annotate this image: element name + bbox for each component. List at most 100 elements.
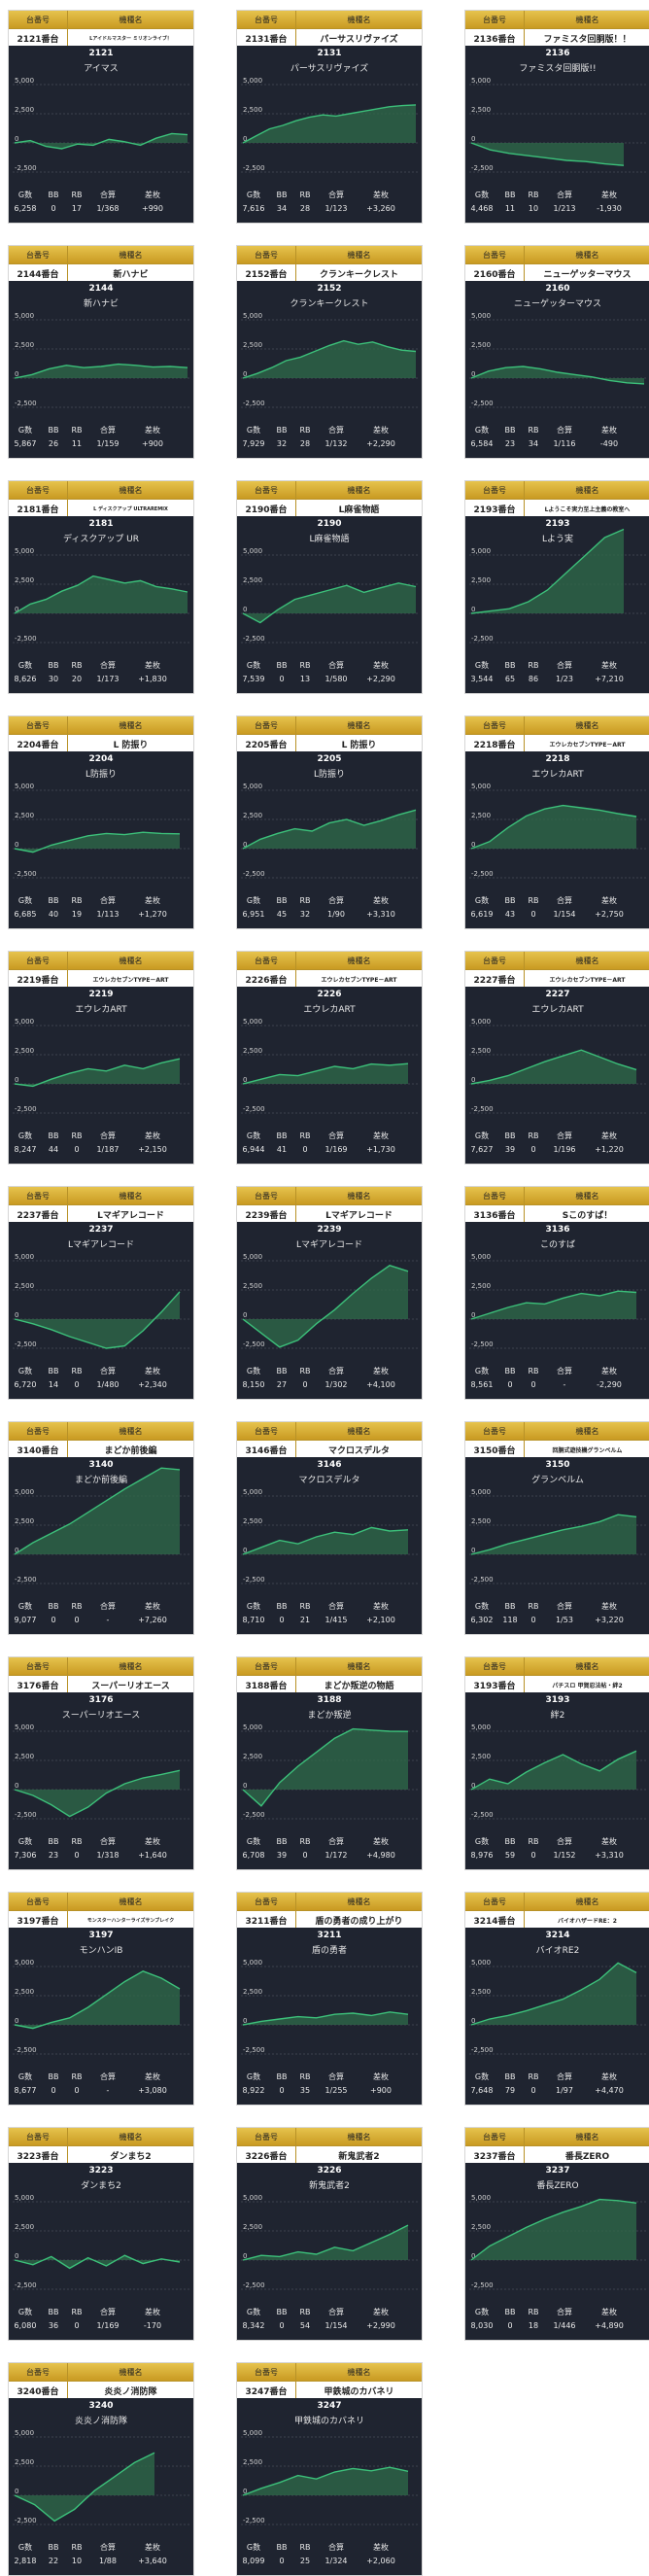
game-count-value: 8,099: [242, 2556, 265, 2565]
machine-card[interactable]: 台番号 機種名 2131番台 パーサスリヴァイズ 2131 パーサスリヴァイズ 5,000 2…: [236, 10, 423, 224]
header-label-row: 台番号 機種名: [465, 716, 649, 735]
bb-count-label: BB: [276, 190, 288, 199]
difference-label: 差枚: [601, 190, 617, 199]
machine-card[interactable]: 台番号 機種名 3214番台 バイオハザードRE：2 3214 バイオRE2 5,000 2,…: [464, 1892, 649, 2106]
machine-name: スーパーリオエース: [91, 1681, 170, 1691]
y-tick-label: 2,500: [471, 2223, 491, 2231]
graph-panel: 2219 エウレカART 5,000 2,500 0 -2,500 G数 BB RB 合算 差枚 8,…: [9, 987, 193, 1164]
stats-value-row: 6,619 43 0 1/154 +2,750: [465, 907, 649, 921]
machine-card[interactable]: 台番号 機種名 2181番台 L ディスクアップ ULTRAREMIX 2181 ディスク…: [8, 480, 194, 694]
difference-label: 差枚: [145, 190, 160, 199]
bb-count-value: 22: [48, 2556, 59, 2565]
bb-count-value: 0: [51, 203, 56, 213]
machine-card[interactable]: 台番号 機種名 2136番台 ファミスタ回胴版！！ 2136 ファミスタ回胴版!! 5,00…: [464, 10, 649, 224]
machine-card[interactable]: 台番号 機種名 2204番台 L 防振り 2204 L防振り 5,000 2,500 0 -2,5…: [8, 715, 194, 929]
machine-card[interactable]: 台番号 機種名 2190番台 L麻雀物語 2190 L麻雀物語 5,000 2,500 0 -2,…: [236, 480, 423, 694]
bb-count-label: BB: [276, 895, 288, 905]
y-tick-label: 5,000: [15, 1959, 34, 1967]
machine-card[interactable]: 台番号 機種名 2218番台 エウレカセブンTYPE－ART 2218 エウレカART 5,…: [464, 715, 649, 929]
rb-count-label: RB: [71, 2307, 83, 2316]
y-tick-label: 2,500: [243, 1753, 262, 1760]
graph-line: [242, 104, 417, 144]
stats-table: G数 BB RB 合算 差枚 6,708 39 0 1/172 +4,980: [237, 1834, 422, 1862]
machine-card[interactable]: 台番号 機種名 3247番台 甲鉄城のカバネリ 3247 甲鉄城のカバネリ 5,000 2,5…: [236, 2362, 423, 2576]
stats-value-row: 3,544 65 86 1/23 +7,210: [465, 672, 649, 685]
machine-header: 台番号 機種名 2227番台 エウレカセブンTYPE－ART: [465, 952, 649, 989]
bb-count-label: BB: [504, 1366, 516, 1375]
y-tick-label: 2,500: [243, 341, 262, 349]
machine-name-label: 機種名: [119, 956, 143, 965]
unit-number-label: 台番号: [9, 1657, 68, 1675]
rb-count-value: 10: [528, 203, 539, 213]
bb-count-label: BB: [276, 2542, 288, 2552]
difference-value: -490: [599, 438, 619, 448]
machine-card[interactable]: 台番号 機種名 3240番台 炎炎ノ消防隊 3240 炎炎ノ消防隊 5,000 2,500 0-…: [8, 2362, 194, 2576]
combined-rate-label: 合算: [100, 895, 116, 905]
unit-number: 2181番台: [9, 500, 68, 517]
combined-rate-label: 合算: [557, 1366, 572, 1375]
unit-number-label: 台番号: [9, 481, 68, 499]
machine-card[interactable]: 台番号 機種名 3211番台 盾の勇者の成り上がり 3211 盾の勇者 5,000 2,500…: [236, 1892, 423, 2106]
combined-rate-value: 1/302: [324, 1379, 348, 1389]
machine-card[interactable]: 台番号 機種名 3197番台 モンスターハンターライズサンブレイク 3197 モンハンIB…: [8, 1892, 194, 2106]
graph-machine-name: L防振り: [85, 770, 117, 780]
header-label-row: 台番号 機種名: [9, 1187, 193, 1205]
machine-card[interactable]: 台番号 機種名 3188番台 まどか叛逆の物語 3188 まどか叛逆 5,000 2,500 0…: [236, 1656, 423, 1870]
machine-card[interactable]: 台番号 機種名 2152番台 クランキークレスト 2152 クランキークレスト 5,000 2…: [236, 245, 423, 459]
rb-count-label: RB: [71, 1836, 83, 1846]
game-count-value: 6,302: [470, 1615, 494, 1624]
header-label-row: 台番号 機種名: [465, 1422, 649, 1441]
machine-card[interactable]: 台番号 機種名 3146番台 マクロスデルタ 3146 マクロスデルタ 5,000 2,500…: [236, 1421, 423, 1635]
machine-name: Sこのすば！: [562, 1210, 613, 1221]
machine-card[interactable]: 台番号 機種名 2237番台 Lマギアレコード 2237 Lマギアレコード 5,000 2,5…: [8, 1186, 194, 1400]
machine-card[interactable]: 台番号 機種名 3140番台 まどか前後編 3140 まどか前後編 5,000 2,500 0-…: [8, 1421, 194, 1635]
game-count-value: 6,951: [242, 909, 265, 919]
unit-number: 2190番台: [237, 500, 296, 517]
rb-count-label: RB: [299, 190, 311, 199]
unit-number: 3240番台: [9, 2382, 68, 2399]
machine-card[interactable]: 台番号 機種名 3223番台 ダンまち2 3223 ダンまち2 5,000 2,500 0 -2,…: [8, 2127, 194, 2341]
machine-name: まどか叛逆の物語: [324, 1681, 394, 1691]
game-count-value: 3,544: [470, 674, 494, 683]
machine-card[interactable]: 台番号 機種名 2160番台 ニューゲッターマウス 2160 ニューゲッターマウス 5,00…: [464, 245, 649, 459]
unit-number: 2136番台: [465, 29, 525, 47]
rb-count-label: RB: [71, 1601, 83, 1611]
machine-card[interactable]: 台番号 機種名 2205番台 L 防振り 2205 L防振り 5,000 2,500 0 -2,5…: [236, 715, 423, 929]
difference-label: 差枚: [601, 425, 617, 435]
machine-card[interactable]: 台番号 機種名 2121番台 Lアイドルマスター ミリオンライブ！ 2121 アイマス 5,…: [8, 10, 194, 224]
machine-card[interactable]: 台番号 機種名 3193番台 パチスロ 甲賀忍法帖・絆2 3193 絆2 5,000 2,50…: [464, 1656, 649, 1870]
machine-card[interactable]: 台番号 機種名 2219番台 エウレカセブンTYPE－ART 2219 エウレカART 5,…: [8, 951, 194, 1165]
graph-machine-name: 新ハナビ: [83, 299, 119, 309]
y-tick-label: 0: [471, 2017, 475, 2025]
rb-count-label: RB: [528, 1836, 539, 1846]
machine-name-label: 機種名: [347, 250, 371, 260]
machine-card[interactable]: 台番号 機種名 2193番台 Lようこそ実力至上主義の教室へ 2193 Lよう実 5,000…: [464, 480, 649, 694]
machine-card[interactable]: 台番号 機種名 3150番台 回胴式遊技機グランベルム 3150 グランベルム 5,000 2…: [464, 1421, 649, 1635]
graph-unit-number: 3240: [88, 2401, 114, 2411]
machine-card[interactable]: 台番号 機種名 2144番台 新ハナビ 2144 新ハナビ 5,000 2,500 0 -2,50…: [8, 245, 194, 459]
slump-graph: 5,000 2,500 0 -2,500: [469, 1488, 646, 1584]
machine-name: L 防振り: [113, 740, 149, 750]
machine-card[interactable]: 台番号 機種名 2239番台 Lマギアレコード 2239 Lマギアレコード 5,000 2,5…: [236, 1186, 423, 1400]
slump-graph: 5,000 2,500 0 -2,500: [469, 528, 646, 644]
stats-label-row: G数 BB RB 合算 差枚: [465, 2305, 649, 2318]
combined-rate-value: 1/318: [96, 1850, 120, 1860]
combined-rate-label: 合算: [100, 190, 116, 199]
y-tick-label: -2,500: [243, 1811, 265, 1819]
difference-label: 差枚: [373, 190, 389, 199]
slump-graph: 5,000 2,500 0 -2,500: [241, 1723, 418, 1820]
stats-label-row: G数 BB RB 合算 差枚: [9, 1129, 193, 1142]
machine-card[interactable]: 台番号 機種名 3237番台 番長ZERO 3237 番長ZERO 5,000 2,500 0-…: [464, 2127, 649, 2341]
machine-card[interactable]: 台番号 機種名 3226番台 新鬼武者2 3226 新鬼武者2 5,000 2,500 0 -2,…: [236, 2127, 423, 2341]
y-tick-label: 0: [471, 370, 475, 378]
machine-name: Lマギアレコード: [325, 1210, 393, 1221]
rb-count-label: RB: [299, 1601, 311, 1611]
bb-count-label: BB: [504, 660, 516, 670]
machine-card[interactable]: 台番号 機種名 2227番台 エウレカセブンTYPE－ART 2227 エウレカART 5,…: [464, 951, 649, 1165]
machine-card[interactable]: 台番号 機種名 3136番台 Sこのすば！ 3136 このすば 5,000 2,500 0 -2,…: [464, 1186, 649, 1400]
combined-rate-label: 合算: [328, 190, 344, 199]
stats-value-row: 8,710 0 21 1/415 +2,100: [237, 1613, 422, 1626]
rb-count-value: 20: [71, 674, 83, 683]
machine-card[interactable]: 台番号 機種名 2226番台 エウレカセブンTYPE－ART 2226 エウレカART 5,…: [236, 951, 423, 1165]
machine-card[interactable]: 台番号 機種名 3176番台 スーパーリオエース 3176 スーパーリオエース 5,000 2…: [8, 1656, 194, 1870]
